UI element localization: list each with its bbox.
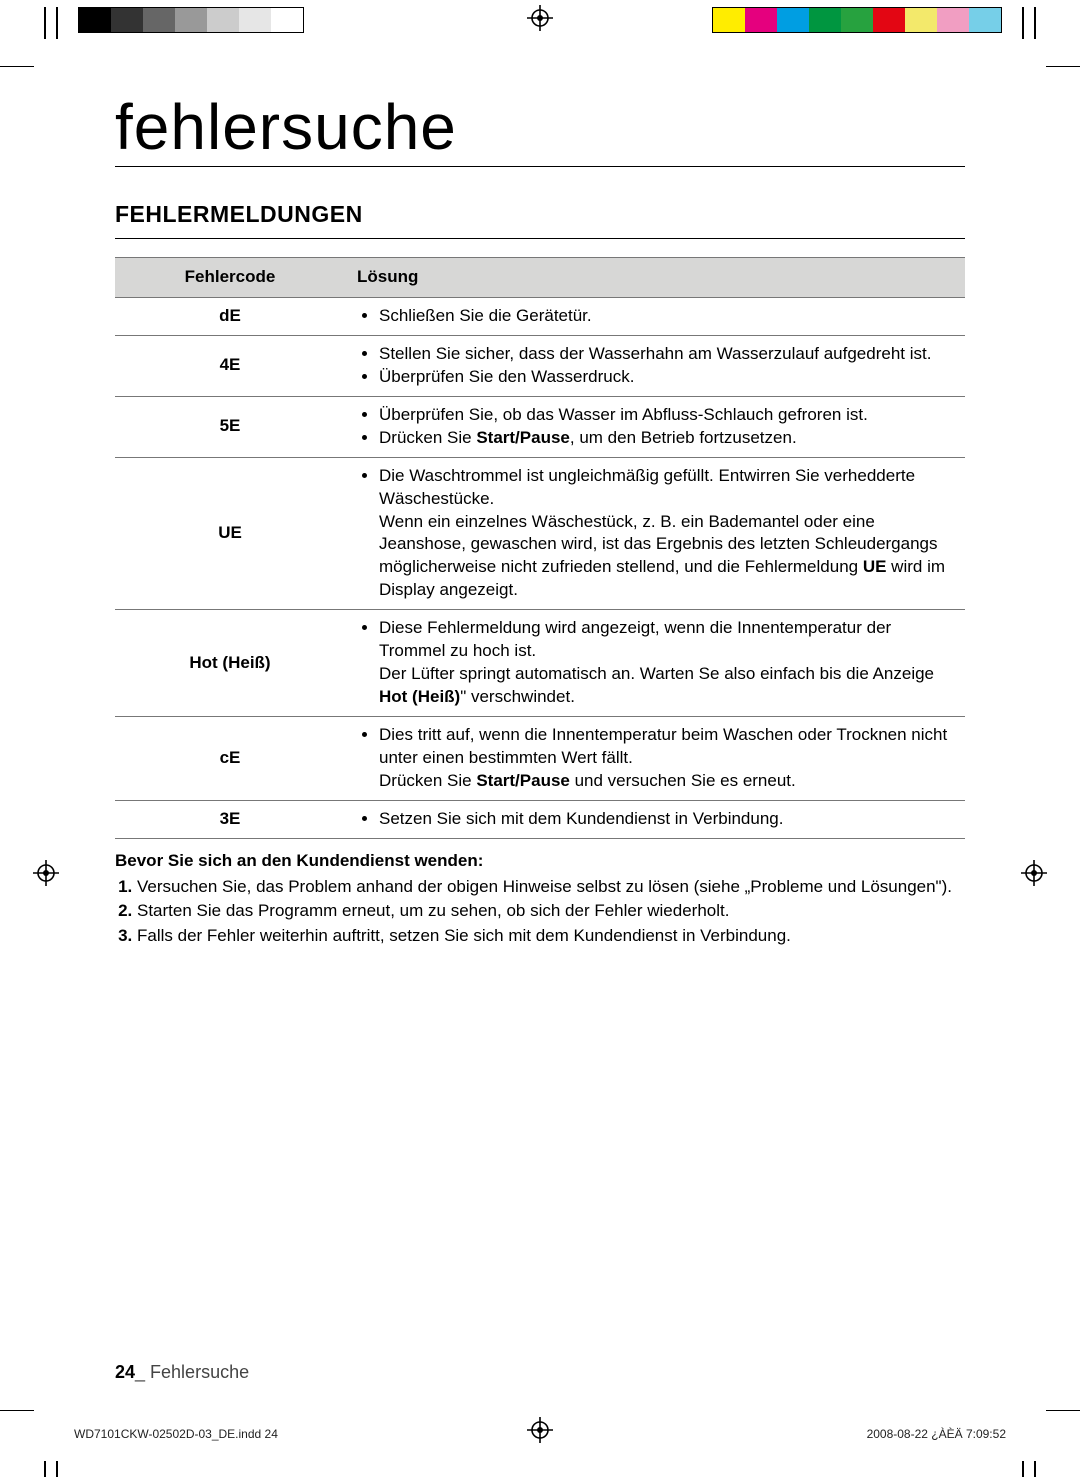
- error-code: 5E: [115, 396, 345, 457]
- registration-mark-icon: [527, 1417, 553, 1443]
- page-footer: 24_ Fehlersuche: [115, 1362, 249, 1383]
- page-number: 24: [115, 1362, 135, 1382]
- table-header-row: Fehlercode Lösung: [115, 258, 965, 298]
- table-row: UEDie Waschtrommel ist ungleichmäßig gef…: [115, 457, 965, 610]
- error-code: 3E: [115, 800, 345, 838]
- color-swatches: [712, 7, 1002, 33]
- indesign-slug-file: WD7101CKW-02502D-03_DE.indd 24: [74, 1427, 278, 1441]
- before-service-item: Falls der Fehler weiterhin auftritt, set…: [137, 924, 965, 949]
- error-code: dE: [115, 297, 345, 335]
- solution-bullet: Setzen Sie sich mit dem Kundendienst in …: [379, 808, 953, 831]
- error-solution: Die Waschtrommel ist ungleichmäßig gefül…: [345, 457, 965, 610]
- col-header-solution: Lösung: [345, 258, 965, 298]
- error-solution: Setzen Sie sich mit dem Kundendienst in …: [345, 800, 965, 838]
- footer-section: _ Fehlersuche: [135, 1362, 249, 1382]
- indesign-slug-stamp: 2008-08-22 ¿ÀÈÄ 7:09:52: [867, 1427, 1006, 1441]
- registration-mark-icon: [1021, 860, 1047, 886]
- solution-bullet: Schließen Sie die Gerätetür.: [379, 305, 953, 328]
- solution-bullet: Überprüfen Sie den Wasserdruck.: [379, 366, 953, 389]
- solution-bullet: Diese Fehlermeldung wird angezeigt, wenn…: [379, 617, 953, 709]
- before-service-list: Versuchen Sie, das Problem anhand der ob…: [137, 875, 965, 949]
- trim-mark: [0, 66, 34, 67]
- error-solution: Überprüfen Sie, ob das Wasser im Abfluss…: [345, 396, 965, 457]
- solution-bullet: Stellen Sie sicher, dass der Wasserhahn …: [379, 343, 953, 366]
- error-solution: Schließen Sie die Gerätetür.: [345, 297, 965, 335]
- trim-mark: [56, 7, 58, 39]
- table-row: dE Schließen Sie die Gerätetür.: [115, 297, 965, 335]
- solution-bullet: Drücken Sie Start/Pause, um den Betrieb …: [379, 427, 953, 450]
- trim-mark: [44, 7, 46, 39]
- bottom-trim-marks: [0, 1461, 1080, 1477]
- section-heading: FEHLERMELDUNGEN: [115, 201, 965, 239]
- error-code: cE: [115, 717, 345, 801]
- error-code: UE: [115, 457, 345, 610]
- solution-bullet: Überprüfen Sie, ob das Wasser im Abfluss…: [379, 404, 953, 427]
- table-row: cE Dies tritt auf, wenn die Innentemperat…: [115, 717, 965, 801]
- table-row: Hot (Heiß) Diese Fehlermeldung wird angez…: [115, 610, 965, 717]
- table-row: 3E Setzen Sie sich mit dem Kundendienst i…: [115, 800, 965, 838]
- trim-mark: [1022, 7, 1024, 39]
- registration-mark-icon: [527, 5, 553, 31]
- error-code: 4E: [115, 335, 345, 396]
- trim-mark: [0, 1410, 34, 1411]
- error-solution: Diese Fehlermeldung wird angezeigt, wenn…: [345, 610, 965, 717]
- trim-mark: [1034, 7, 1036, 39]
- page-content: fehlersuche FEHLERMELDUNGEN Fehlercode L…: [115, 90, 965, 949]
- trim-mark: [1046, 1410, 1080, 1411]
- error-solution: Stellen Sie sicher, dass der Wasserhahn …: [345, 335, 965, 396]
- error-code: Hot (Heiß): [115, 610, 345, 717]
- solution-bullet: Dies tritt auf, wenn die Innentemperatur…: [379, 724, 953, 793]
- col-header-code: Fehlercode: [115, 258, 345, 298]
- before-service-item: Versuchen Sie, das Problem anhand der ob…: [137, 875, 965, 900]
- error-solution: Dies tritt auf, wenn die Innentemperatur…: [345, 717, 965, 801]
- table-row: 5E Überprüfen Sie, ob das Wasser im Abflu…: [115, 396, 965, 457]
- error-codes-table: Fehlercode Lösung dE Schließen Sie die Ge…: [115, 257, 965, 839]
- trim-mark: [1046, 66, 1080, 67]
- grayscale-swatches: [78, 7, 304, 33]
- registration-mark-icon: [33, 860, 59, 886]
- before-service-heading: Bevor Sie sich an den Kundendienst wende…: [115, 851, 965, 871]
- solution-bullet: Die Waschtrommel ist ungleichmäßig gefül…: [379, 465, 953, 603]
- table-row: 4E Stellen Sie sicher, dass der Wasserhah…: [115, 335, 965, 396]
- page-title: fehlersuche: [115, 90, 965, 167]
- before-service-item: Starten Sie das Programm erneut, um zu s…: [137, 899, 965, 924]
